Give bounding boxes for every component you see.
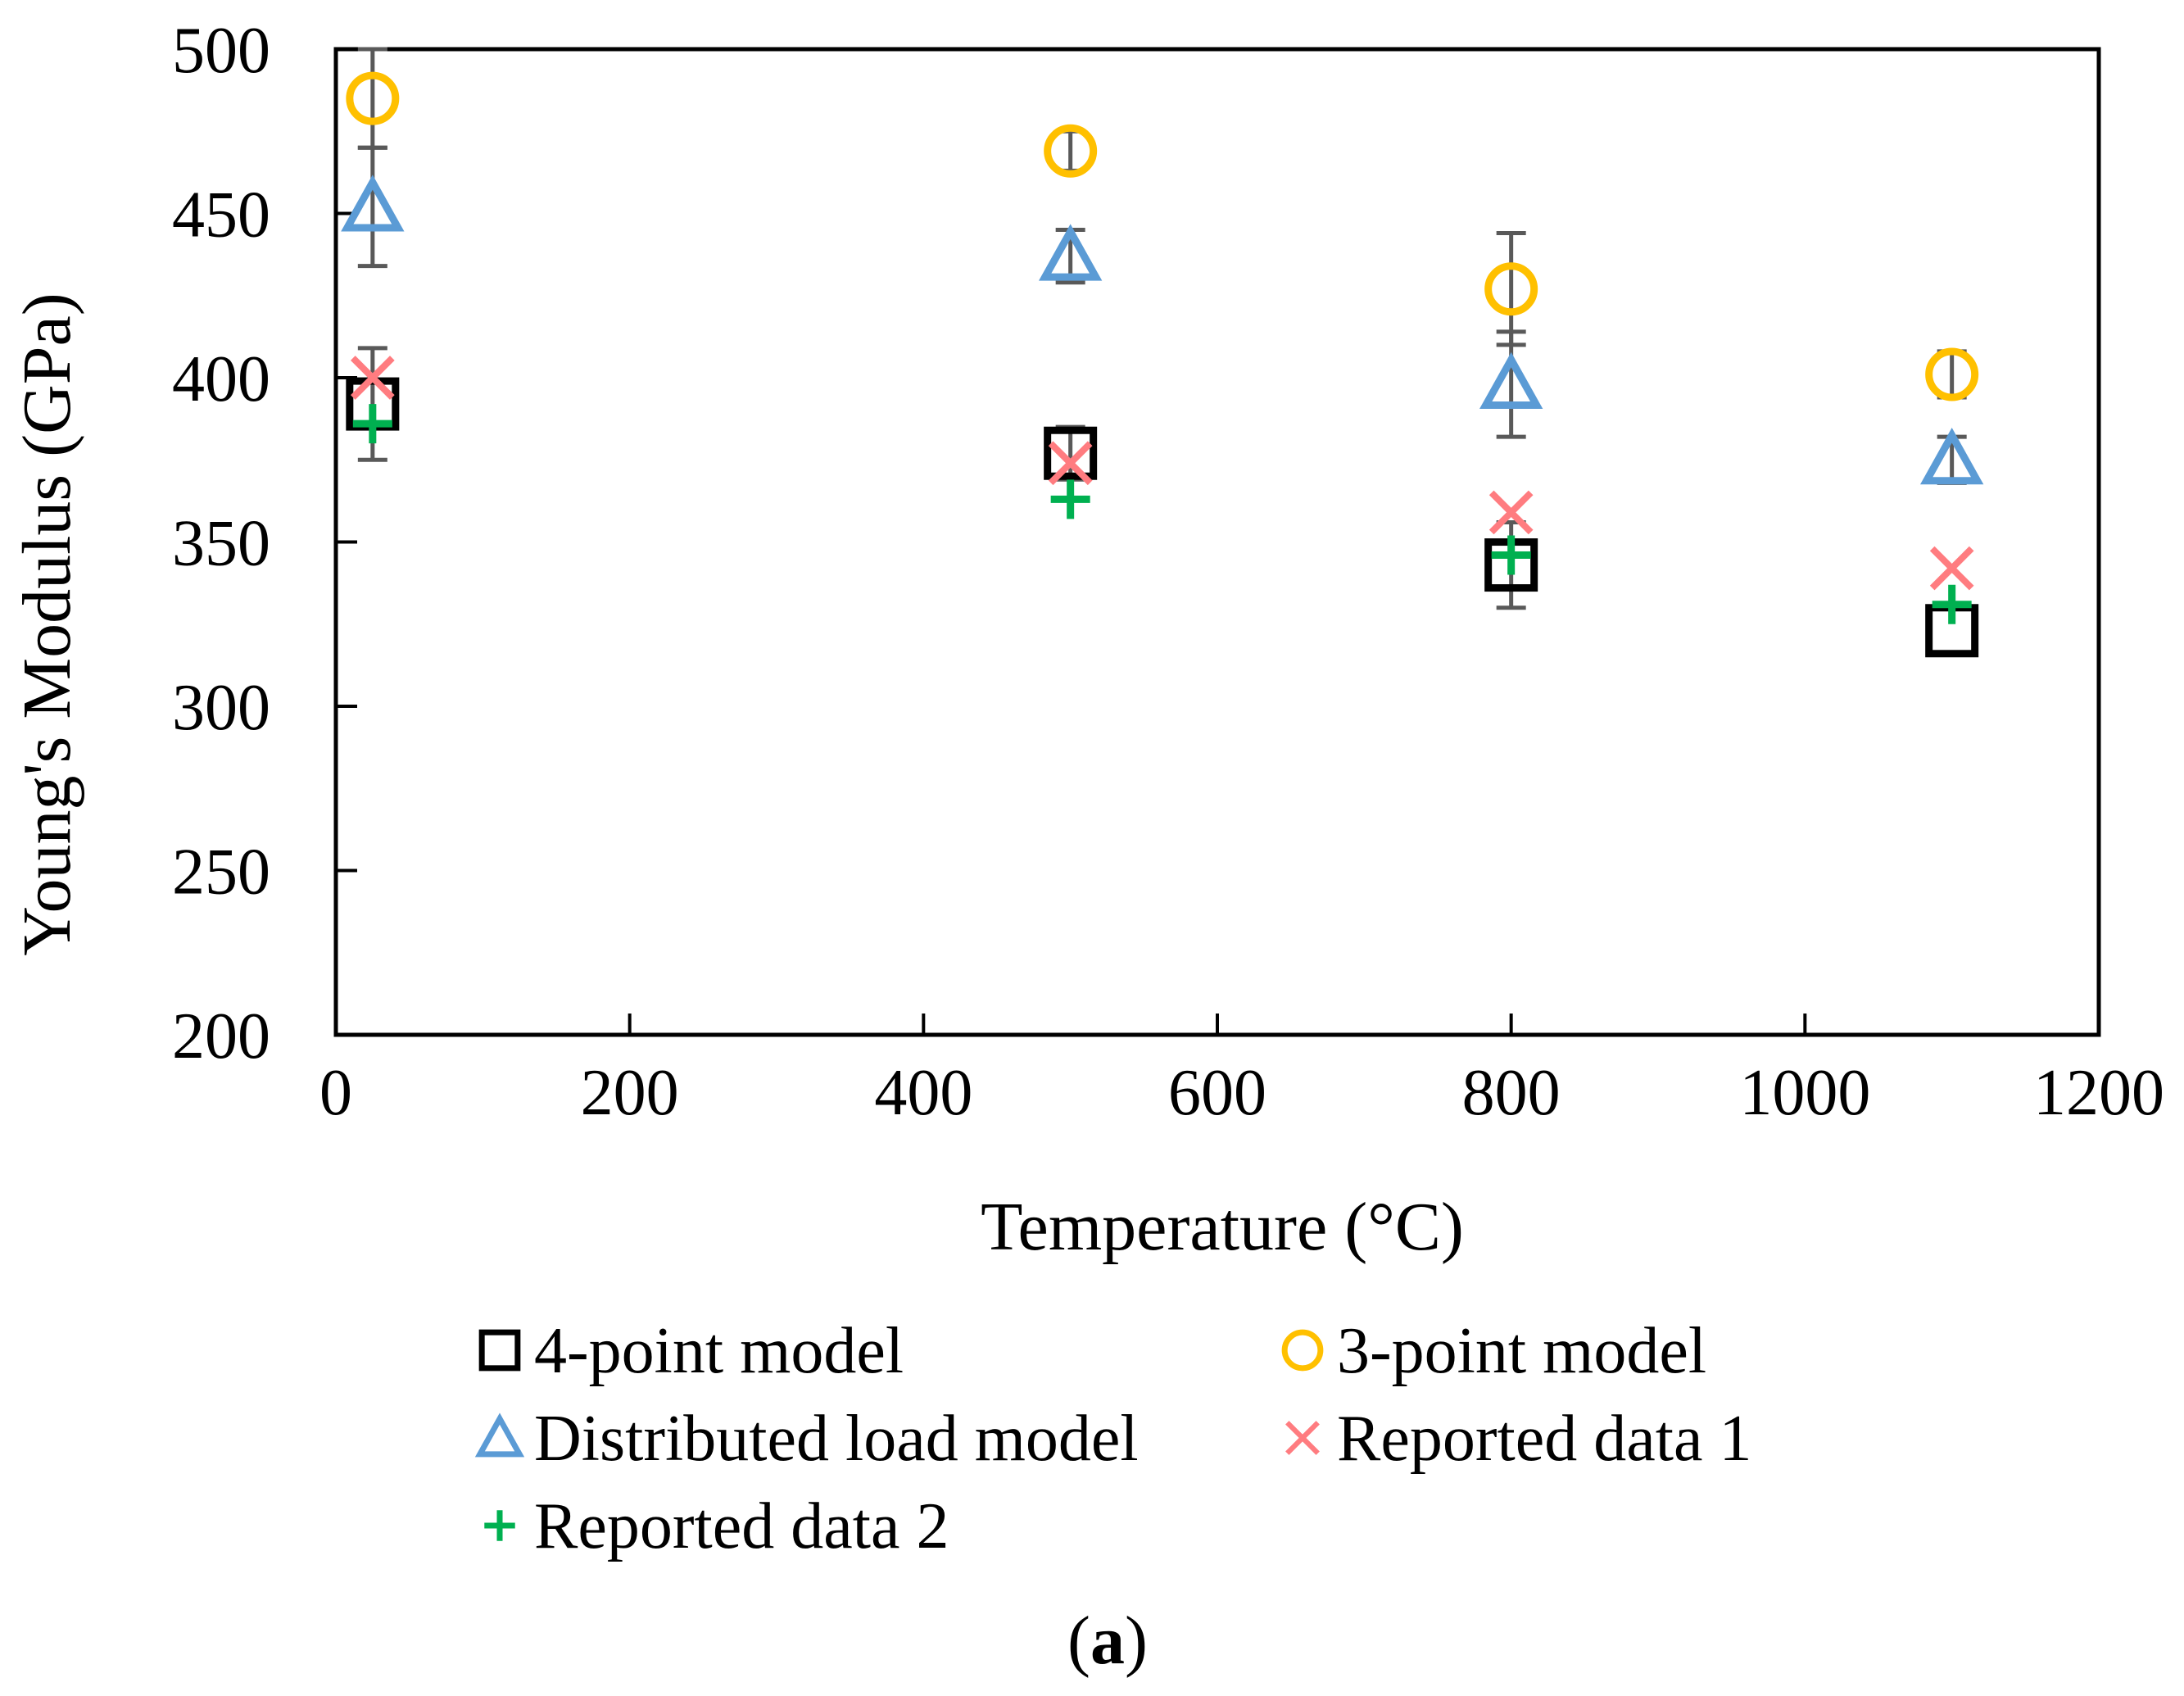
reported-data-1-point: [351, 356, 395, 400]
distributed-load-model-point: [1038, 224, 1103, 281]
x-tick-label: 200: [581, 1057, 679, 1129]
legend-marker-distributed-load-model: [474, 1413, 525, 1458]
legend-label-4-point-model: 4-point model: [534, 1315, 904, 1387]
distributed-load-model-point: [1479, 351, 1543, 410]
3-point-model-point: [346, 71, 400, 125]
x-tick-label: 800: [1462, 1057, 1561, 1129]
legend-label-reported-data-1: Reported data 1: [1337, 1403, 1751, 1475]
3-point-model-point: [1925, 347, 1979, 401]
error-bars: [357, 47, 1967, 610]
plot-frame: [333, 47, 2101, 1037]
y-tick-label: 350: [172, 508, 270, 580]
caption-close-paren: ): [1125, 1603, 1148, 1679]
reported-data-1-point: [1488, 490, 1534, 535]
x-tick-label: 1200: [2033, 1057, 2164, 1129]
distributed-load-model-point: [341, 175, 405, 232]
x-axis-title: Temperature (°C): [981, 1189, 1464, 1265]
y-tick-label: 250: [172, 837, 270, 909]
legend-label-3-point-model: 3-point model: [1337, 1315, 1706, 1387]
4-point-model-point: [1044, 426, 1098, 480]
reported-data-2-point: [1491, 535, 1531, 575]
reported-data-1-point: [1929, 546, 1974, 591]
legend-marker-reported-data-2: [484, 1510, 515, 1541]
legend-marker-4-point-model: [478, 1329, 521, 1372]
y-tick-label: 450: [172, 179, 270, 252]
x-tick-label: 0: [319, 1057, 352, 1129]
x-tick-label: 400: [874, 1057, 972, 1129]
3-point-model-point: [1484, 262, 1538, 316]
reported-data-2-point: [1050, 479, 1090, 519]
figure-caption: (a): [1067, 1603, 1148, 1679]
legend-marker-reported-data-1: [1285, 1421, 1320, 1455]
y-tick-label: 400: [172, 343, 270, 415]
y-tick-label: 500: [172, 15, 270, 87]
reported-data-2-point: [1932, 584, 1972, 624]
reported-data-1-point: [1048, 441, 1093, 486]
y-axis-title: Young's Modulus (GPa): [9, 292, 85, 955]
legend-label-reported-data-2: Reported data 2: [534, 1490, 949, 1562]
x-tick-label: 600: [1168, 1057, 1266, 1129]
3-point-model-point: [1044, 124, 1098, 178]
y-tick-label: 200: [172, 1000, 270, 1072]
y-tick-label: 300: [172, 672, 270, 744]
caption-letter: a: [1090, 1603, 1125, 1679]
distributed-load-model-point: [1919, 428, 1984, 485]
reported-data-2-point: [352, 404, 392, 444]
x-tick-label: 1000: [1739, 1057, 1870, 1129]
legend: 4-point model 3-point model Distributed lo…: [474, 1315, 1751, 1562]
axes: 0 200 400 600 800 1000 1200 200 250 300 350 400 450 5…: [172, 15, 2164, 1129]
caption-open-paren: (: [1067, 1603, 1090, 1679]
legend-marker-3-point-model: [1281, 1329, 1324, 1372]
legend-label-distributed-load-model: Distributed load model: [534, 1403, 1139, 1475]
data-markers: [341, 71, 1984, 658]
